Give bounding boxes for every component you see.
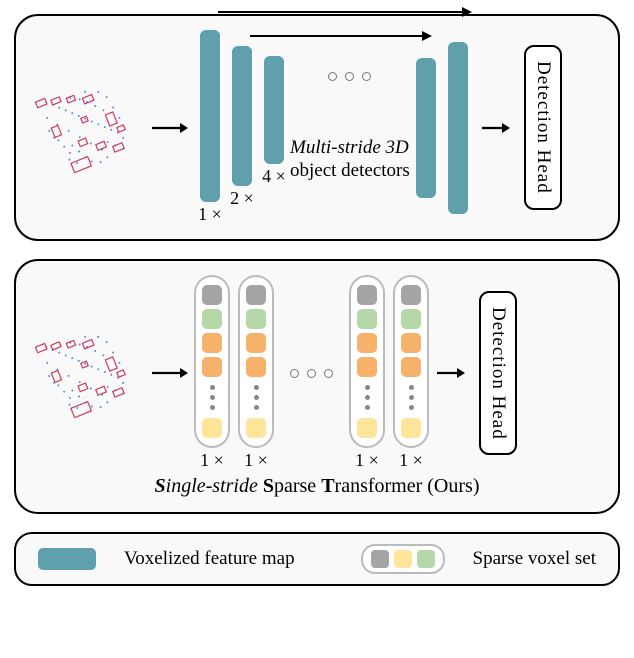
stride-label: 1 × (244, 450, 268, 471)
stride-label: 1 × (399, 450, 423, 471)
token-green (357, 309, 377, 329)
token-green (417, 550, 435, 568)
legend-tokset-label: Sparse voxel set (473, 548, 596, 570)
bar-4x-down: 4 × (260, 56, 288, 187)
token-yellow (394, 550, 412, 568)
top-row: 1 × 2 × 4 × Multi-stride 3D object detec… (34, 30, 600, 225)
arrow-icon (474, 119, 516, 137)
feature-bar (448, 42, 468, 214)
ellipsis-icon (320, 72, 379, 81)
caption-line-2: object detectors (290, 160, 410, 181)
token-column (393, 275, 429, 448)
bar-1x-up (444, 42, 472, 214)
legend-tokset-icon (361, 544, 445, 574)
multistride-bars: 1 × 2 × 4 × Multi-stride 3D object detec… (194, 30, 474, 225)
arrow-icon (144, 119, 194, 137)
token-green (246, 309, 266, 329)
bar-2x-up (412, 58, 440, 198)
token-green (401, 309, 421, 329)
skip-arrows-icon (204, 0, 489, 46)
bar-1x-down: 1 × (196, 30, 224, 225)
detection-head-box: Detection Head (479, 291, 517, 456)
feature-bar (416, 58, 436, 198)
arrow-icon (144, 364, 194, 382)
token-yellow (357, 418, 377, 438)
feature-bar (232, 46, 252, 186)
caption-line-1: Multi-stride 3D (290, 137, 409, 158)
bar-2x-down: 2 × (228, 46, 256, 209)
token-orange (401, 333, 421, 353)
token-gray (202, 285, 222, 305)
bottom-row: 1 × 1 × (34, 275, 600, 471)
ellipsis-icon (282, 369, 341, 378)
stride-label: 2 × (230, 188, 254, 209)
token-column (349, 275, 385, 448)
token-yellow (401, 418, 421, 438)
token-columns: 1 × 1 × (194, 275, 429, 471)
legend-voxel-label: Voxelized feature map (124, 548, 295, 570)
token-orange (246, 333, 266, 353)
token-orange (202, 357, 222, 377)
pointcloud-icon (34, 303, 144, 443)
token-orange (357, 357, 377, 377)
token-green (202, 309, 222, 329)
panel-singlestride: 1 × 1 × (14, 259, 620, 514)
token-gray (371, 550, 389, 568)
token-column (238, 275, 274, 448)
stride-label: 1 × (355, 450, 379, 471)
feature-bar (264, 56, 284, 164)
multistride-caption: Multi-stride 3D object detectors (290, 137, 410, 183)
legend-voxel-swatch (38, 548, 96, 570)
token-column (194, 275, 230, 448)
token-gray (246, 285, 266, 305)
singlestride-caption: Single-stride Sparse Transformer (Ours) (34, 475, 600, 498)
token-gray (401, 285, 421, 305)
token-orange (246, 357, 266, 377)
vert-ellipsis-icon (254, 381, 259, 414)
pointcloud-icon (34, 58, 144, 198)
feature-bar (200, 30, 220, 202)
vert-ellipsis-icon (210, 381, 215, 414)
token-yellow (246, 418, 266, 438)
token-orange (401, 357, 421, 377)
token-orange (202, 333, 222, 353)
panel-multistride: 1 × 2 × 4 × Multi-stride 3D object detec… (14, 14, 620, 241)
stride-label: 1 × (198, 204, 222, 225)
stride-label: 4 × (262, 166, 286, 187)
legend-panel: Voxelized feature map Sparse voxel set (14, 532, 620, 586)
arrow-icon (429, 364, 471, 382)
token-gray (357, 285, 377, 305)
token-orange (357, 333, 377, 353)
stride-label: 1 × (200, 450, 224, 471)
vert-ellipsis-icon (409, 381, 414, 414)
token-yellow (202, 418, 222, 438)
detection-head-box: Detection Head (524, 45, 562, 210)
vert-ellipsis-icon (365, 381, 370, 414)
